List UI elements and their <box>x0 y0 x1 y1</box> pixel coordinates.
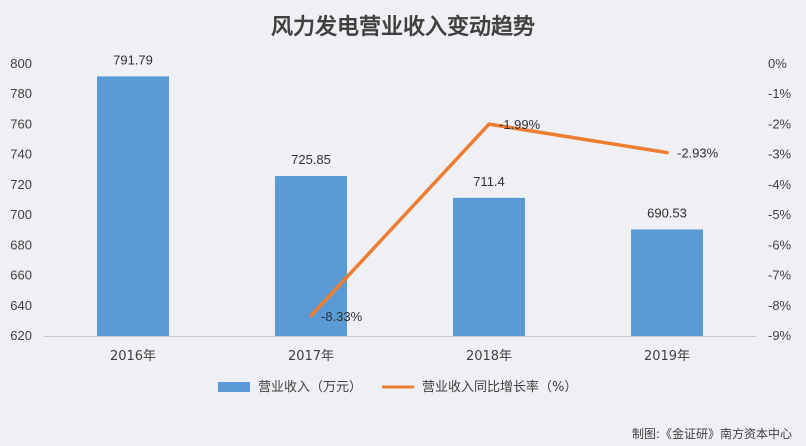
line-point <box>487 122 491 126</box>
y-left-tick-label: 620 <box>10 328 32 343</box>
bar-data-label: 791.79 <box>113 52 153 67</box>
y-right-tick-label: -2% <box>768 116 792 131</box>
line-data-label: -1.99% <box>499 117 541 132</box>
y-left-tick-label: 640 <box>10 298 32 313</box>
y-left-tick-label: 760 <box>10 116 32 131</box>
legend-bar-label: 营业收入（万元） <box>258 380 362 395</box>
y-right-tick-label: 0% <box>768 56 787 71</box>
y-right-tick-label: -1% <box>768 86 792 101</box>
plot-area: 620 640 660 680 700 720 740 760 780 800 -9% -8% -7% -… <box>10 52 791 364</box>
legend: 营业收入（万元） 营业收入同比增长率（%） <box>218 379 577 395</box>
line-point <box>309 314 313 318</box>
bar <box>275 176 347 336</box>
y-right-tick-label: -9% <box>768 328 792 343</box>
bar <box>97 76 169 336</box>
line-point <box>665 151 669 155</box>
x-tick-label: 2018年 <box>466 349 512 364</box>
y-left-tick-label: 700 <box>10 207 32 222</box>
legend-line-label: 营业收入同比增长率（%） <box>422 379 577 395</box>
y-left-tick-label: 660 <box>10 268 32 283</box>
bar <box>631 229 703 336</box>
line-data-label: -8.33% <box>321 309 363 324</box>
y-left-tick-label: 780 <box>10 86 32 101</box>
x-tick-label: 2017年 <box>288 349 334 364</box>
y-right-tick-label: -7% <box>768 268 792 283</box>
chart-title: 风力发电营业收入变动趋势 <box>271 14 535 40</box>
y-right-tick-label: -5% <box>768 207 792 222</box>
y-right-tick-label: -4% <box>768 177 792 192</box>
bar-data-label: 725.85 <box>291 152 331 167</box>
legend-bar-swatch <box>218 382 250 392</box>
y-left-tick-label: 800 <box>10 56 32 71</box>
y-left-tick-label: 720 <box>10 177 32 192</box>
x-tick-label: 2016年 <box>110 349 156 364</box>
source-note: 制图:《金证研》南方资本中心 <box>632 426 792 441</box>
y-right-tick-label: -3% <box>768 147 792 162</box>
x-tick-label: 2019年 <box>644 349 690 364</box>
y-left-tick-label: 680 <box>10 237 32 252</box>
bar-data-label: 690.53 <box>647 205 687 220</box>
y-left-tick-label: 740 <box>10 147 32 162</box>
y-right-tick-label: -8% <box>768 298 792 313</box>
line-data-label: -2.93% <box>677 146 719 161</box>
bar <box>453 197 525 336</box>
bar-data-label: 711.4 <box>473 174 505 189</box>
y-right-tick-label: -6% <box>768 237 792 252</box>
